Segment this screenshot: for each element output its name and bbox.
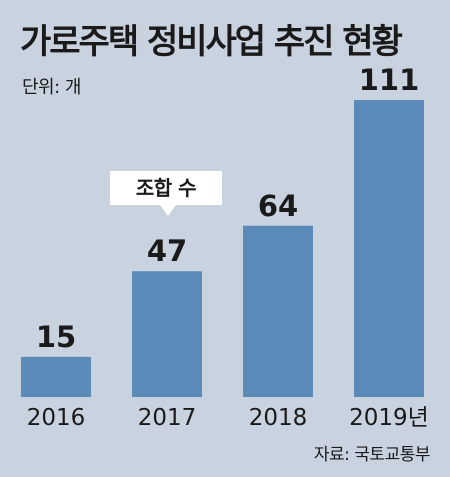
value-label-2016: 15 bbox=[36, 320, 76, 354]
value-label-2019년: 111 bbox=[359, 63, 420, 97]
value-label-2017: 47 bbox=[147, 234, 187, 268]
x-tick-label-2018: 2018 bbox=[249, 405, 308, 431]
bar-2017 bbox=[132, 271, 202, 397]
bar-2016 bbox=[21, 356, 91, 397]
callout-label: 조합 수 bbox=[110, 171, 222, 205]
chart-title: 가로주택 정비사업 추진 현황 bbox=[20, 22, 403, 62]
series-callout: 조합 수 bbox=[110, 171, 222, 216]
source-note: 자료: 국토교통부 bbox=[313, 445, 431, 465]
x-tick-label-2017: 2017 bbox=[138, 405, 197, 431]
bar-2019년 bbox=[354, 100, 424, 397]
x-tick-label-2016: 2016 bbox=[27, 405, 86, 431]
unit-label: 단위: 개 bbox=[22, 77, 81, 98]
bar-2018 bbox=[243, 225, 313, 397]
value-label-2018: 64 bbox=[258, 189, 298, 223]
callout-pointer bbox=[160, 205, 176, 216]
x-tick-label-2019년: 2019년 bbox=[349, 405, 429, 431]
